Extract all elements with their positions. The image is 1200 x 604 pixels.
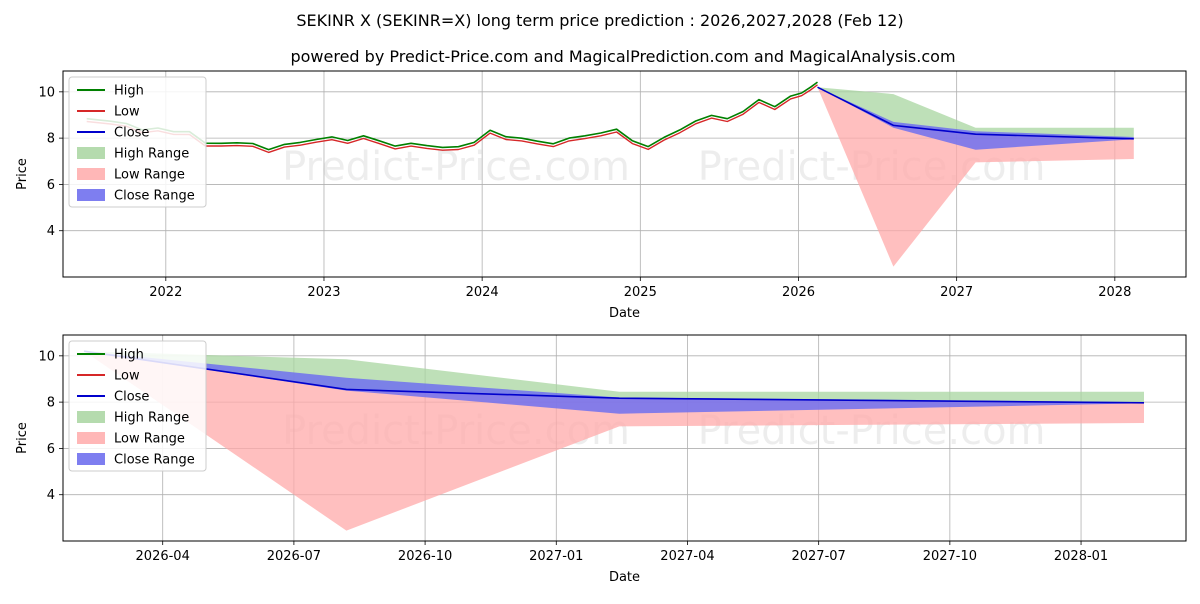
- panel2-legend-label: Close Range: [114, 453, 195, 468]
- panel2-x-tick-label: 2026-04: [136, 549, 190, 564]
- panel2-y-tick-label: 10: [38, 349, 55, 364]
- panel1-y-tick-label: 4: [47, 224, 55, 239]
- panel1-high-range-band: [817, 87, 1134, 139]
- panel2-legend-label: Close: [114, 390, 149, 405]
- panel2-legend-label: Low Range: [114, 432, 185, 447]
- panel1-x-tick-label: 2026: [782, 285, 815, 300]
- panel1-y-tick-label: 8: [47, 132, 55, 147]
- panel2-legend-label: Low: [114, 369, 140, 384]
- panel2-x-axis-label: Date: [609, 570, 640, 585]
- chart-subtitle: powered by Predict-Price.com and Magical…: [290, 47, 955, 66]
- panel1-legend-label: Close: [114, 126, 149, 141]
- panel1-legend-swatch-patch: [77, 189, 105, 201]
- panel1-x-axis-label: Date: [609, 306, 640, 321]
- panel1-high-history-line: [86, 81, 818, 151]
- panel2-close-forecast-line: [83, 350, 1145, 404]
- panel2-legend-label: High: [114, 348, 144, 363]
- panel1-x-tick-label: 2024: [466, 285, 499, 300]
- panel2-high-range-band: [84, 351, 1144, 403]
- panel1-legend-label: Low Range: [114, 168, 185, 183]
- panel1-x-tick-label: 2028: [1098, 285, 1131, 300]
- panel2-plot-group: Predict-Price.comPredict-Price.com2026-0…: [15, 334, 1187, 585]
- panel1-legend-label: Close Range: [114, 189, 195, 204]
- panel2-y-tick-label: 8: [47, 396, 55, 411]
- panel2-plot-frame: [62, 334, 1187, 542]
- chart-title: SEKINR X (SEKINR=X) long term price pred…: [296, 11, 903, 30]
- panel2-y-axis-label: Price: [15, 422, 30, 454]
- panel2-low-range-band: [84, 351, 1144, 531]
- panel2-x-tick-label: 2027-04: [660, 549, 714, 564]
- panel1-y-tick-label: 6: [47, 178, 55, 193]
- panel1-legend-label: Low: [114, 105, 140, 120]
- panel1-low-history-line: [86, 84, 818, 154]
- panel2-x-tick-label: 2027-10: [923, 549, 977, 564]
- panel1-watermark-left: Predict-Price.com: [282, 144, 630, 190]
- panel2-x-tick-label: 2028-01: [1054, 549, 1108, 564]
- panel2-legend-label: High Range: [114, 411, 189, 426]
- panel2-y-tick-label: 6: [47, 442, 55, 457]
- panel2-legend-swatch-patch: [77, 411, 105, 423]
- panel1-x-tick-label: 2025: [624, 285, 657, 300]
- panel2-legend-swatch-patch: [77, 432, 105, 444]
- panel1-legend-swatch-patch: [77, 147, 105, 159]
- panel1-legend-swatch-patch: [77, 168, 105, 180]
- panel2-x-tick-label: 2027-07: [791, 549, 845, 564]
- panel1-y-axis-label: Price: [15, 158, 30, 190]
- panel1-y-tick-label: 10: [38, 85, 55, 100]
- panel2-y-tick-label: 4: [47, 488, 55, 503]
- panel1-plot-frame: [62, 70, 1187, 278]
- panel1-low-range-band: [817, 87, 1134, 267]
- panel2-x-tick-label: 2027-01: [529, 549, 583, 564]
- panel2-x-tick-label: 2026-07: [267, 549, 321, 564]
- panel1-legend-label: High Range: [114, 147, 189, 162]
- panel1-legend-label: High: [114, 84, 144, 99]
- panel1-x-tick-label: 2027: [940, 285, 973, 300]
- panel1-x-tick-label: 2022: [149, 285, 182, 300]
- panel1-plot-group: Predict-Price.comPredict-Price.com202220…: [15, 70, 1187, 321]
- panel2-legend-swatch-patch: [77, 453, 105, 465]
- panel1-close-forecast-line: [817, 86, 1134, 140]
- panel1-x-tick-label: 2023: [307, 285, 340, 300]
- panel2-x-tick-label: 2026-10: [398, 549, 452, 564]
